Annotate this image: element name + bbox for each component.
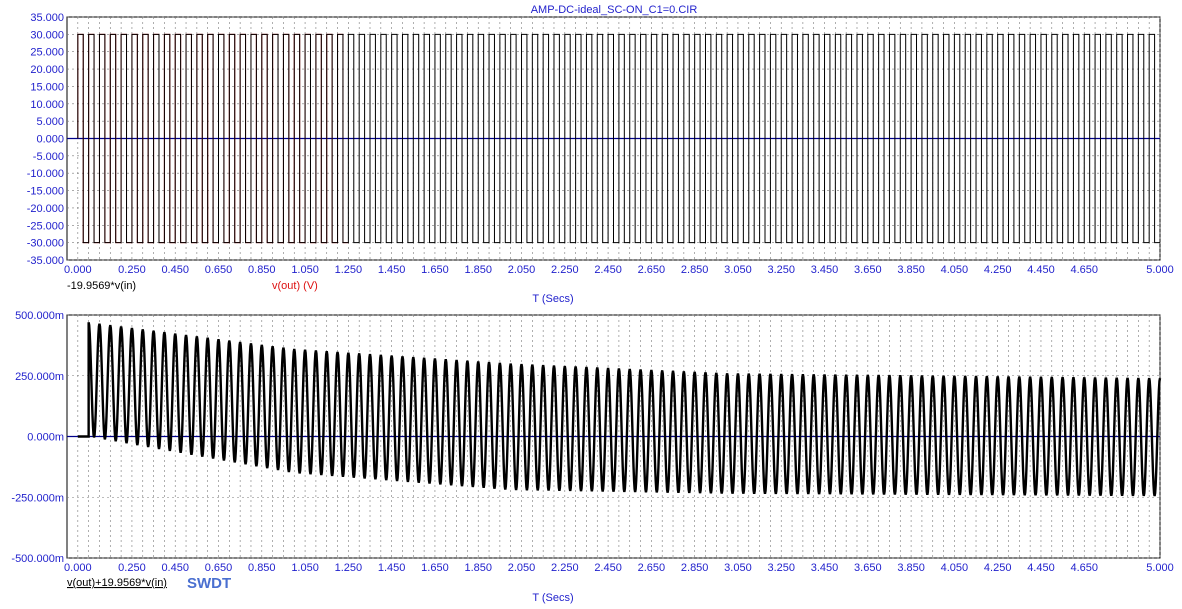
bottom-y-tick-labels: 500.000m 250.000m 0.000m -250.000m -500.000m: [11, 310, 64, 565]
x-tick-label: 3.450: [811, 264, 839, 276]
x-tick-label: 0.650: [205, 562, 233, 574]
top-legend-series-2: v(out) (V): [272, 280, 318, 292]
x-tick-label: 1.850: [464, 264, 492, 276]
top-chart: 35.000 30.000 25.000 20.000 15.000 10.000 5.00…: [27, 12, 1174, 305]
y-tick-label: -5.000: [33, 151, 64, 163]
x-tick-label: 1.450: [378, 264, 406, 276]
y-tick-label: -15.000: [27, 186, 64, 198]
x-tick-label: 3.450: [811, 562, 839, 574]
bottom-chart: 500.000m 250.000m 0.000m -250.000m -500.000m…: [11, 310, 1173, 604]
y-tick-label: 10.000: [30, 99, 64, 111]
x-tick-label: 0.850: [248, 264, 276, 276]
x-tick-label: 2.050: [508, 562, 536, 574]
x-tick-label: 4.450: [1027, 264, 1055, 276]
x-tick-label: 1.250: [335, 562, 363, 574]
top-y-tick-labels: 35.000 30.000 25.000 20.000 15.000 10.000 5.00…: [27, 12, 64, 267]
bottom-x-tick-labels: 0.000 0.250 0.450 0.650 0.850 1.050 1.250 1.450…: [64, 562, 1174, 574]
x-tick-label: 3.050: [724, 264, 752, 276]
top-x-axis-label: T (Secs): [532, 293, 573, 305]
x-tick-label: 5.000: [1146, 264, 1174, 276]
x-tick-label: 1.050: [291, 264, 319, 276]
x-tick-label: 2.850: [681, 264, 709, 276]
x-tick-label: 0.650: [205, 264, 233, 276]
top-series-traces: [67, 33, 1160, 244]
x-tick-label: 1.450: [378, 562, 406, 574]
y-tick-label: 5.000: [36, 116, 64, 128]
x-tick-label: 0.450: [161, 562, 189, 574]
top-x-tick-labels: 0.000 0.250 0.450 0.650 0.850 1.050 1.250 1.450…: [64, 264, 1174, 276]
x-tick-label: 3.850: [897, 562, 925, 574]
x-tick-label: 2.650: [638, 562, 666, 574]
x-tick-label: 5.000: [1146, 562, 1174, 574]
x-tick-label: 2.450: [594, 562, 622, 574]
y-tick-label: 35.000: [30, 12, 64, 24]
x-tick-label: 0.250: [118, 562, 146, 574]
x-tick-label: 2.850: [681, 562, 709, 574]
y-tick-label: 500.000m: [15, 310, 64, 322]
x-tick-label: 0.250: [118, 264, 146, 276]
series-line-19-9569-v-in: [77, 33, 1160, 244]
bottom-series-traces: [67, 322, 1162, 497]
x-tick-label: 4.450: [1027, 562, 1055, 574]
y-tick-label: -10.000: [27, 168, 64, 180]
x-tick-label: 0.850: [248, 562, 276, 574]
y-tick-label: 0.000m: [27, 432, 64, 444]
x-tick-label: 2.050: [508, 264, 536, 276]
x-tick-label: 4.650: [1070, 562, 1098, 574]
y-tick-label: 25.000: [30, 47, 64, 59]
x-tick-label: 3.250: [767, 264, 795, 276]
y-tick-label: 0.000: [36, 134, 64, 146]
x-tick-label: 2.450: [594, 264, 622, 276]
y-tick-label: 30.000: [30, 29, 64, 41]
x-tick-label: 1.250: [335, 264, 363, 276]
y-tick-label: 20.000: [30, 64, 64, 76]
x-tick-label: 2.250: [551, 264, 579, 276]
plot-title: AMP-DC-ideal_SC-ON_C1=0.CIR: [531, 4, 698, 16]
x-tick-label: 1.050: [291, 562, 319, 574]
top-legend-series-1: -19.9569*v(in): [67, 280, 136, 292]
bottom-x-axis-label: T (Secs): [532, 592, 573, 604]
x-tick-label: 0.450: [161, 264, 189, 276]
x-tick-label: 3.650: [854, 562, 882, 574]
x-tick-label: 1.650: [421, 264, 449, 276]
y-tick-label: -500.000m: [11, 553, 64, 565]
x-tick-label: 2.250: [551, 562, 579, 574]
x-tick-label: 1.850: [464, 562, 492, 574]
y-tick-label: -25.000: [27, 220, 64, 232]
x-tick-label: 4.050: [941, 562, 969, 574]
x-tick-label: 4.250: [984, 264, 1012, 276]
x-tick-label: 3.250: [767, 562, 795, 574]
x-tick-label: 3.650: [854, 264, 882, 276]
y-tick-label: -30.000: [27, 238, 64, 250]
watermark: SWDT: [187, 575, 231, 592]
bottom-legend-series-1: v(out)+19.9569*v(in): [67, 577, 167, 589]
x-tick-label: 4.650: [1070, 264, 1098, 276]
series-line-v-out-19-9569-v-in: [77, 322, 1162, 497]
x-tick-label: 0.000: [64, 264, 92, 276]
x-tick-label: 4.050: [941, 264, 969, 276]
x-tick-label: 1.650: [421, 562, 449, 574]
x-tick-label: 4.250: [984, 562, 1012, 574]
x-tick-label: 0.000: [64, 562, 92, 574]
x-tick-label: 3.050: [724, 562, 752, 574]
y-tick-label: -250.000m: [11, 492, 64, 504]
x-tick-label: 2.650: [638, 264, 666, 276]
x-tick-label: 3.850: [897, 264, 925, 276]
y-tick-label: 15.000: [30, 81, 64, 93]
y-tick-label: -20.000: [27, 203, 64, 215]
y-tick-label: -35.000: [27, 255, 64, 267]
y-tick-label: 250.000m: [15, 371, 64, 383]
